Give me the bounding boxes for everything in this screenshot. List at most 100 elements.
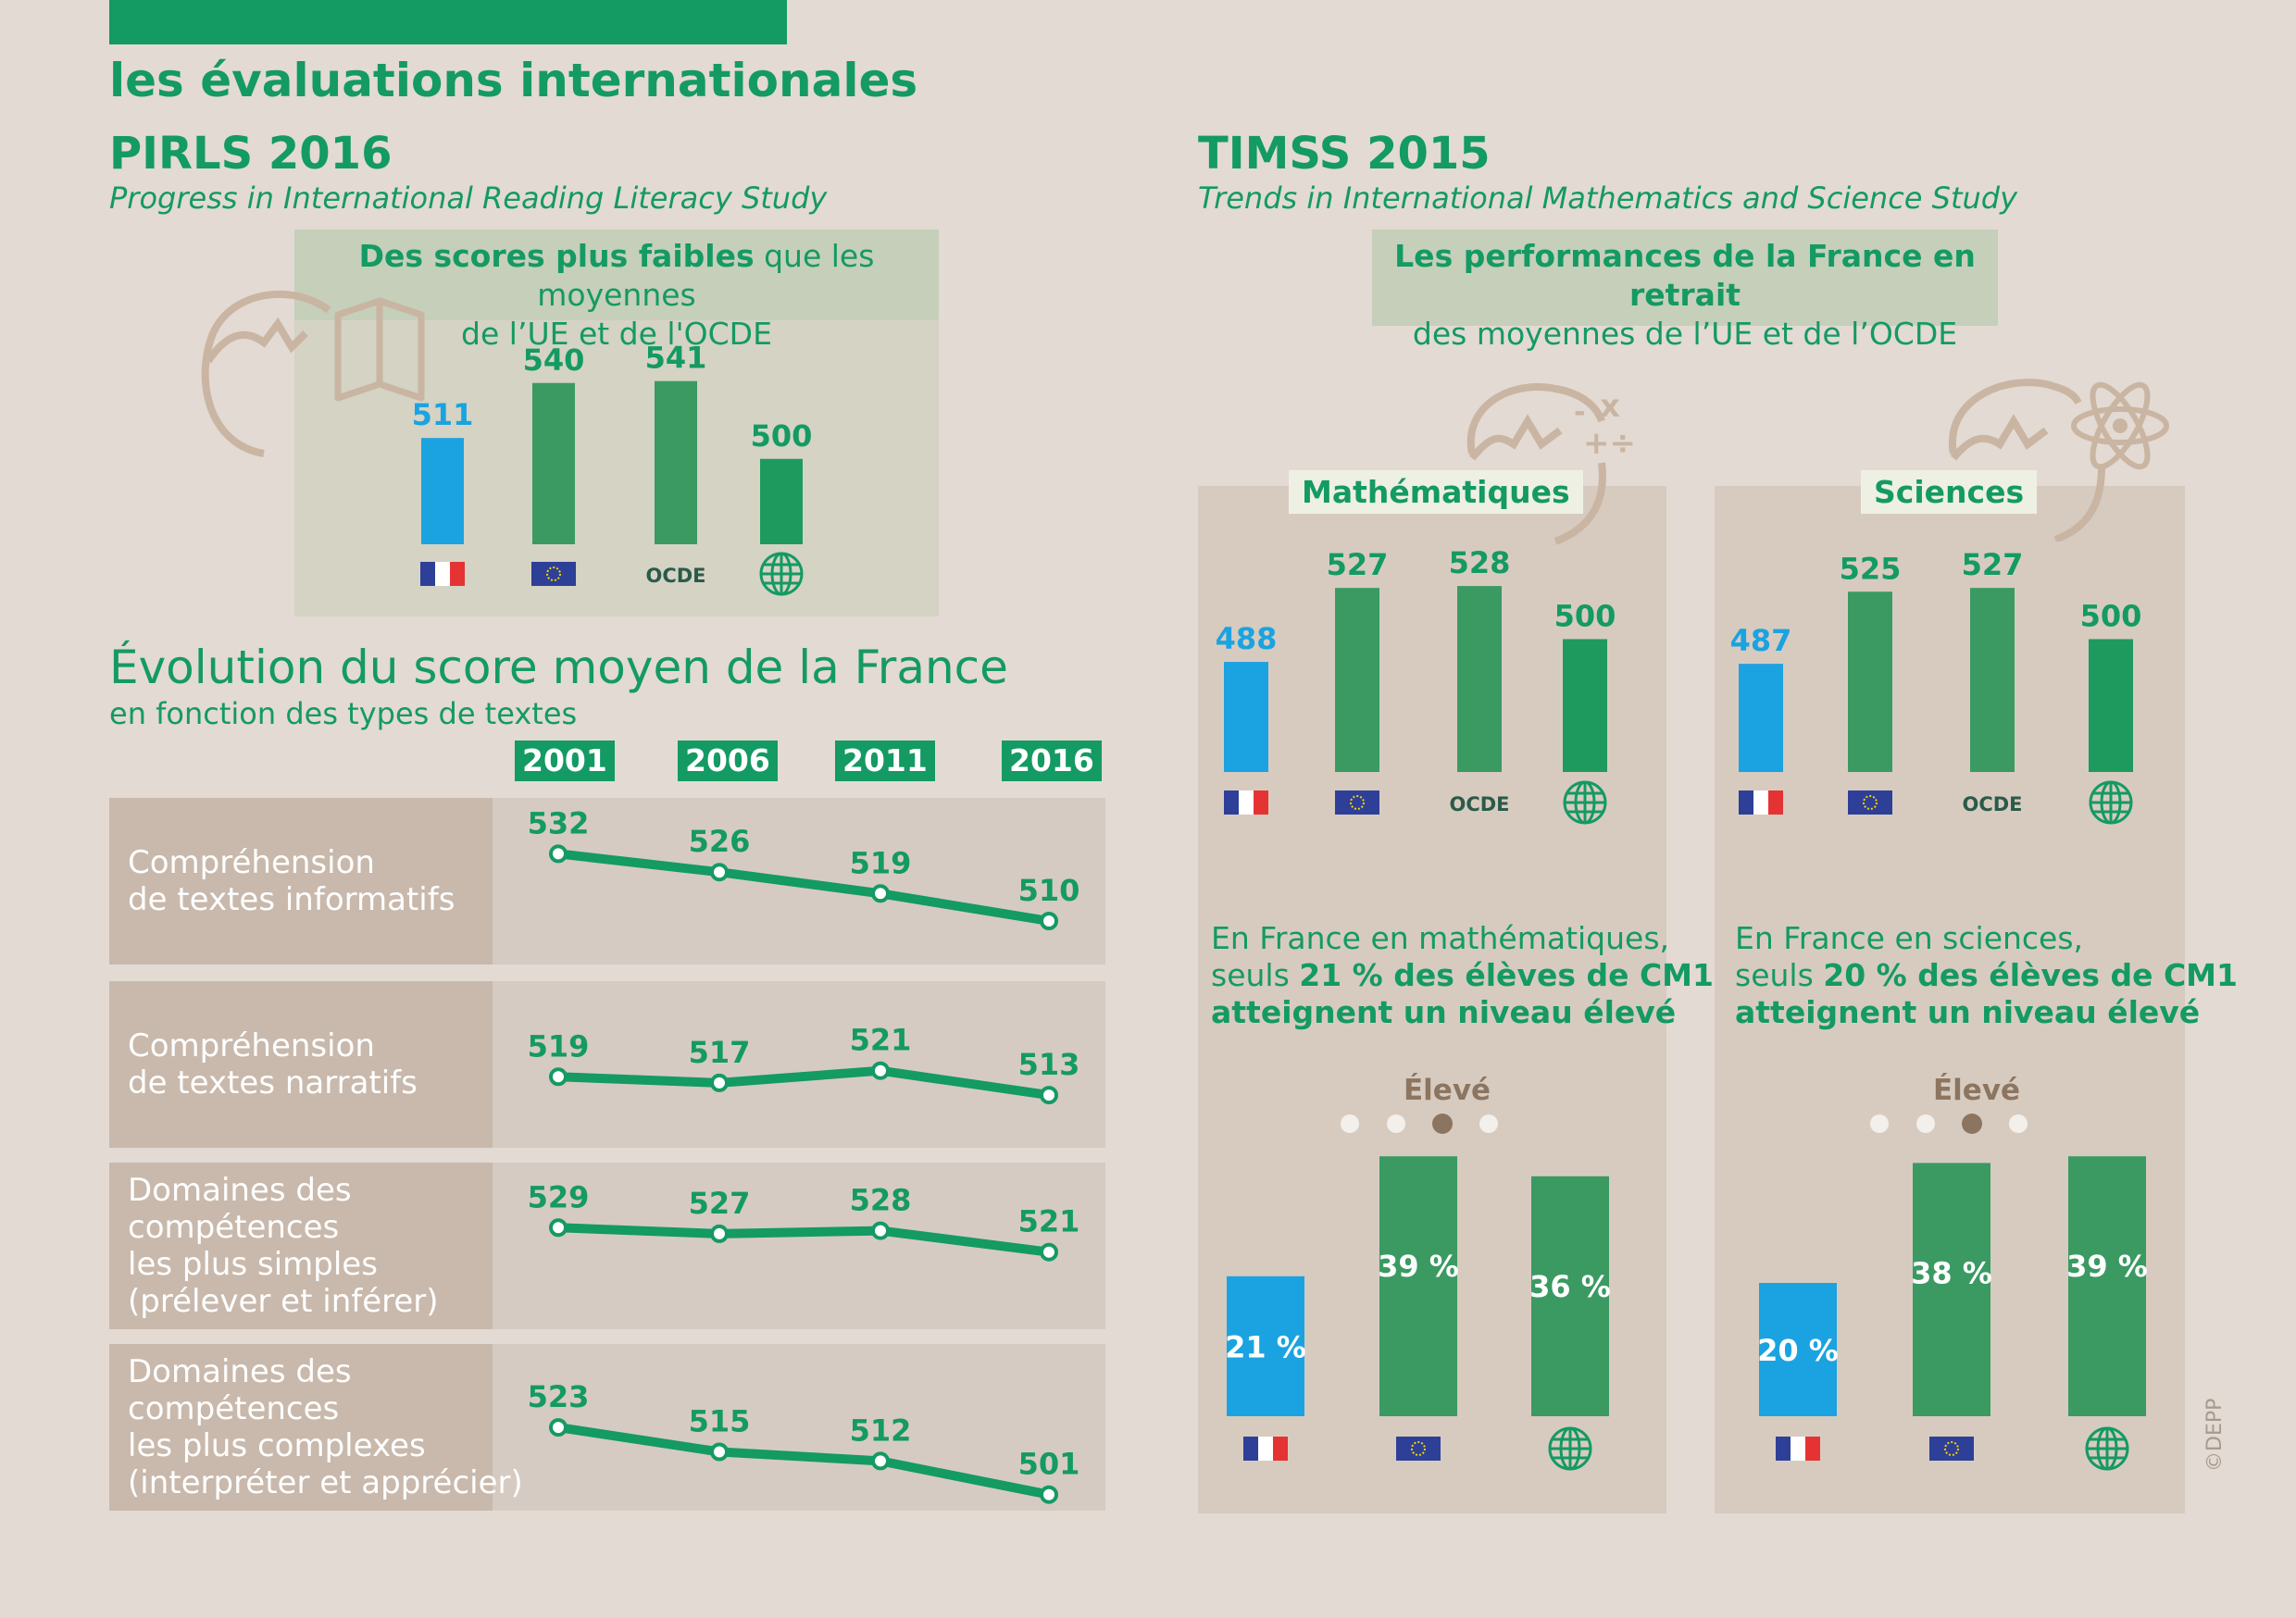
- pirls-box-title: Des scores plus faibles que les moyennes…: [358, 238, 875, 352]
- pct-bar-france: [1759, 1283, 1837, 1416]
- credit: ©DEPP: [2203, 1398, 2227, 1472]
- evolution-row-label: Compréhension de textes informatifs: [128, 844, 455, 918]
- series-point: [710, 1442, 729, 1462]
- bar-france: [1739, 664, 1783, 772]
- france-flag-icon: [1739, 790, 1783, 815]
- globe-icon: [759, 552, 804, 596]
- point-value-label: 501: [1018, 1447, 1080, 1482]
- bar-monde: [2089, 639, 2133, 772]
- svg-text:-: -: [1574, 396, 1585, 429]
- series-point: [549, 1218, 568, 1238]
- ocde-label: OCDE: [1962, 793, 2022, 815]
- evolution-row-label-bg: [109, 798, 493, 965]
- evolution-title: Évolution du score moyen de la France: [109, 641, 1008, 694]
- header-bar: [109, 0, 787, 44]
- year-label-2011: 2011: [835, 741, 935, 781]
- eu-flag-icon: [1335, 790, 1379, 815]
- pirls-bar-chart: 511 540 541 500 OCDE: [412, 341, 813, 596]
- pct-label-ue: 38 %: [1911, 1255, 1992, 1290]
- pct-bar-france: [1227, 1276, 1304, 1416]
- year-label-2001: 2001: [515, 741, 615, 781]
- series-point: [871, 1061, 890, 1080]
- point-value-label: 519: [850, 845, 912, 880]
- point-value-label: 517: [689, 1035, 751, 1070]
- pct-label-france: 20 %: [1757, 1333, 1839, 1368]
- france-flag-icon: [1776, 1437, 1820, 1461]
- sci-percent-chart: 20 % 38 % 39 %: [1757, 1156, 2148, 1471]
- series-point: [871, 1451, 890, 1471]
- point-value-label: 527: [689, 1186, 751, 1221]
- series-line: [557, 1065, 1050, 1101]
- series-point: [549, 844, 568, 864]
- point-value-label: 521: [850, 1023, 912, 1058]
- globe-icon: [2089, 780, 2133, 825]
- value-label-monde: 500: [2080, 599, 2142, 634]
- series-point: [549, 1418, 568, 1438]
- math-level-dots: [1341, 1114, 1498, 1134]
- sci-level-label: Élevé: [1933, 1074, 2021, 1107]
- pirls-title: PIRLS 2016: [109, 128, 393, 180]
- year-label-2016: 2016: [1002, 741, 1102, 781]
- evolution-subtitle: en fonction des types de textes: [109, 696, 578, 731]
- france-flag-icon: [1224, 790, 1268, 815]
- series-point: [1040, 912, 1058, 930]
- value-label-ue: 527: [1327, 547, 1389, 582]
- tab-math: Mathématiques: [1289, 470, 1583, 514]
- series-point: [871, 884, 890, 903]
- bar-monde: [760, 458, 803, 544]
- series-line: [557, 1423, 1050, 1500]
- bar-france: [421, 438, 464, 544]
- point-value-label: 513: [1018, 1047, 1080, 1082]
- france-flag-icon: [420, 562, 465, 586]
- year-label-2006: 2006: [678, 741, 778, 781]
- page-title: les évaluations internationales: [109, 54, 918, 107]
- evolution-row-label-bg: [109, 1163, 493, 1329]
- value-label-france: 511: [412, 397, 474, 432]
- timss-subtitle: Trends in International Mathematics and …: [1198, 180, 2018, 216]
- series-point: [710, 863, 729, 882]
- series-point: [549, 1067, 568, 1087]
- series-point: [1040, 1485, 1058, 1504]
- evolution-row-label-bg: [109, 981, 493, 1148]
- bar-monde: [1563, 639, 1607, 772]
- svg-text:+÷: +÷: [1583, 425, 1636, 462]
- math-head-icon: x +÷ -: [1466, 383, 1636, 545]
- science-head-icon: [1948, 379, 2169, 541]
- point-value-label: 529: [528, 1179, 590, 1214]
- value-label-ocde: 528: [1449, 546, 1511, 580]
- france-flag-icon: [1243, 1437, 1288, 1461]
- math-level-label: Élevé: [1404, 1074, 1491, 1107]
- series-point: [871, 1221, 890, 1240]
- pct-label-france: 21 %: [1225, 1329, 1306, 1364]
- timss-title: TIMSS 2015: [1198, 128, 1491, 180]
- series-line: [557, 1223, 1050, 1257]
- reader-head-icon: [201, 290, 425, 457]
- evolution-row-label-bg: [109, 1344, 493, 1511]
- value-label-ue: 540: [523, 342, 585, 378]
- eu-flag-icon: [1396, 1437, 1441, 1461]
- pct-label-monde: 36 %: [1529, 1269, 1611, 1304]
- series-point: [710, 1224, 729, 1243]
- pct-label-ue: 39 %: [1378, 1249, 1459, 1284]
- eu-flag-icon: [1848, 790, 1892, 815]
- point-value-label: 519: [528, 1028, 590, 1064]
- value-label-ocde: 527: [1962, 547, 2024, 582]
- point-value-label: 532: [528, 805, 590, 840]
- globe-icon: [1563, 780, 1607, 825]
- pct-bar-ue: [1913, 1163, 1990, 1416]
- ocde-label: OCDE: [645, 565, 705, 587]
- pct-bar-ue: [1379, 1156, 1457, 1416]
- evolution-row-label: Domaines des compétences les plus complexe…: [128, 1353, 523, 1501]
- evolution-row-label: Compréhension de textes narratifs: [128, 1027, 418, 1101]
- value-label-monde: 500: [751, 418, 813, 454]
- globe-icon: [2085, 1426, 2129, 1471]
- bar-ue: [532, 382, 575, 544]
- math-text: En France en mathématiques, seuls 21 % d…: [1211, 920, 1714, 1030]
- value-label-france: 488: [1216, 621, 1278, 656]
- sci-level-dots: [1870, 1114, 2028, 1134]
- point-value-label: 526: [689, 824, 751, 859]
- eu-flag-icon: [531, 562, 576, 586]
- series-point: [710, 1073, 729, 1092]
- sci-text: En France en sciences, seuls 20 % des él…: [1735, 920, 2238, 1030]
- evolution-row-label: Domaines des compétences les plus simples(…: [128, 1172, 439, 1320]
